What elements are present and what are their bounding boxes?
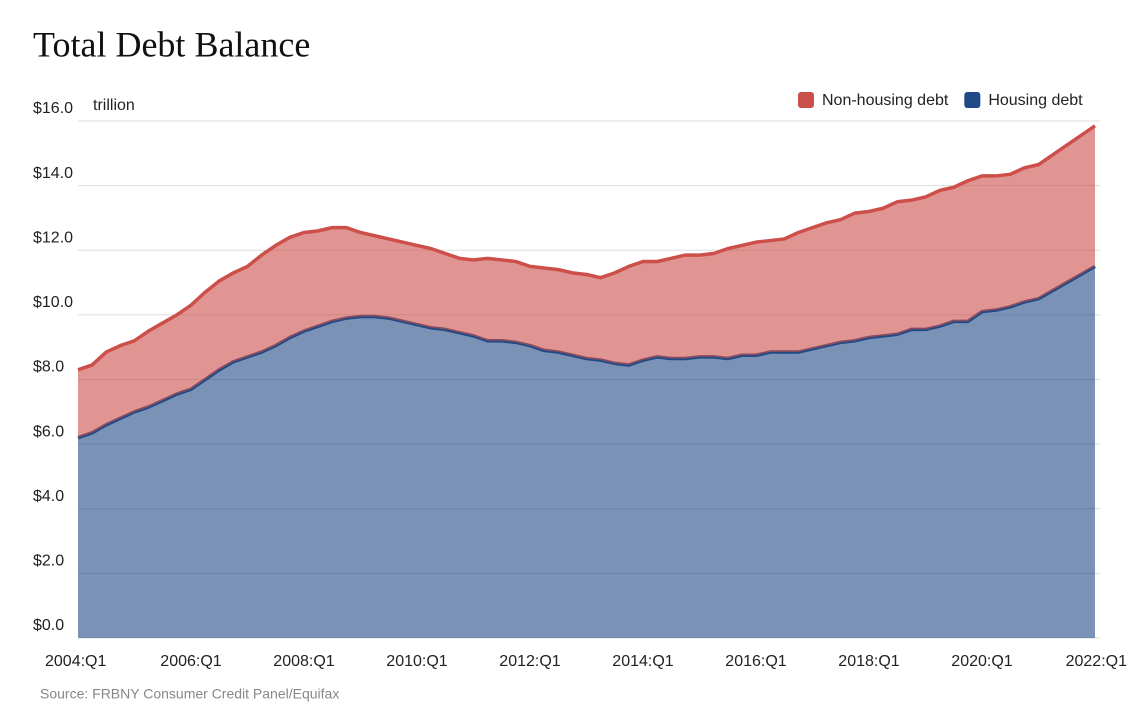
x-tick-label: 2022:Q1 bbox=[1066, 653, 1127, 670]
legend-label: Housing debt bbox=[988, 92, 1083, 109]
y-tick-label: $12.0 bbox=[33, 229, 73, 246]
x-tick-label: 2008:Q1 bbox=[273, 653, 334, 670]
legend-swatch bbox=[798, 92, 814, 108]
y-tick-label: $8.0 bbox=[33, 359, 64, 376]
source: Source: FRBNY Consumer Credit Panel/Equi… bbox=[40, 686, 339, 702]
line bbox=[77, 124, 1096, 372]
y-tick-label: $0.0 bbox=[33, 617, 64, 634]
y-tick-label: $10.0 bbox=[33, 294, 73, 311]
y-unit: trillion bbox=[93, 97, 135, 114]
x-tick-label: 2014:Q1 bbox=[612, 653, 673, 670]
chart-title: Total Debt Balance bbox=[33, 24, 310, 64]
x-tick-label: 2012:Q1 bbox=[499, 653, 560, 670]
y-tick-label: $14.0 bbox=[33, 165, 73, 182]
x-tick-label: 2016:Q1 bbox=[725, 653, 786, 670]
x-tick-label: 2006:Q1 bbox=[160, 653, 221, 670]
x-tick-label: 2004:Q1 bbox=[45, 653, 106, 670]
area bbox=[78, 266, 1095, 638]
y-tick-label: $2.0 bbox=[33, 553, 64, 570]
y-tick-label: $4.0 bbox=[33, 488, 64, 505]
legend-label: Non-housing debt bbox=[822, 92, 949, 109]
x-tick-label: 2020:Q1 bbox=[951, 653, 1012, 670]
area bbox=[78, 125, 1095, 438]
y-tick-label: $6.0 bbox=[33, 423, 64, 440]
y-tick-label: $16.0 bbox=[33, 100, 73, 117]
legend-swatch bbox=[964, 92, 981, 108]
x-tick-label: 2010:Q1 bbox=[386, 653, 447, 670]
x-tick-label: 2018:Q1 bbox=[838, 653, 899, 670]
